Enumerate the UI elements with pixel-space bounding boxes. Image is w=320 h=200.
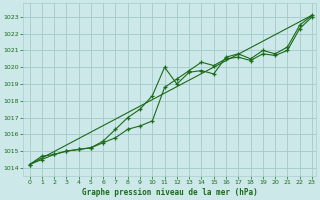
- X-axis label: Graphe pression niveau de la mer (hPa): Graphe pression niveau de la mer (hPa): [82, 188, 257, 197]
